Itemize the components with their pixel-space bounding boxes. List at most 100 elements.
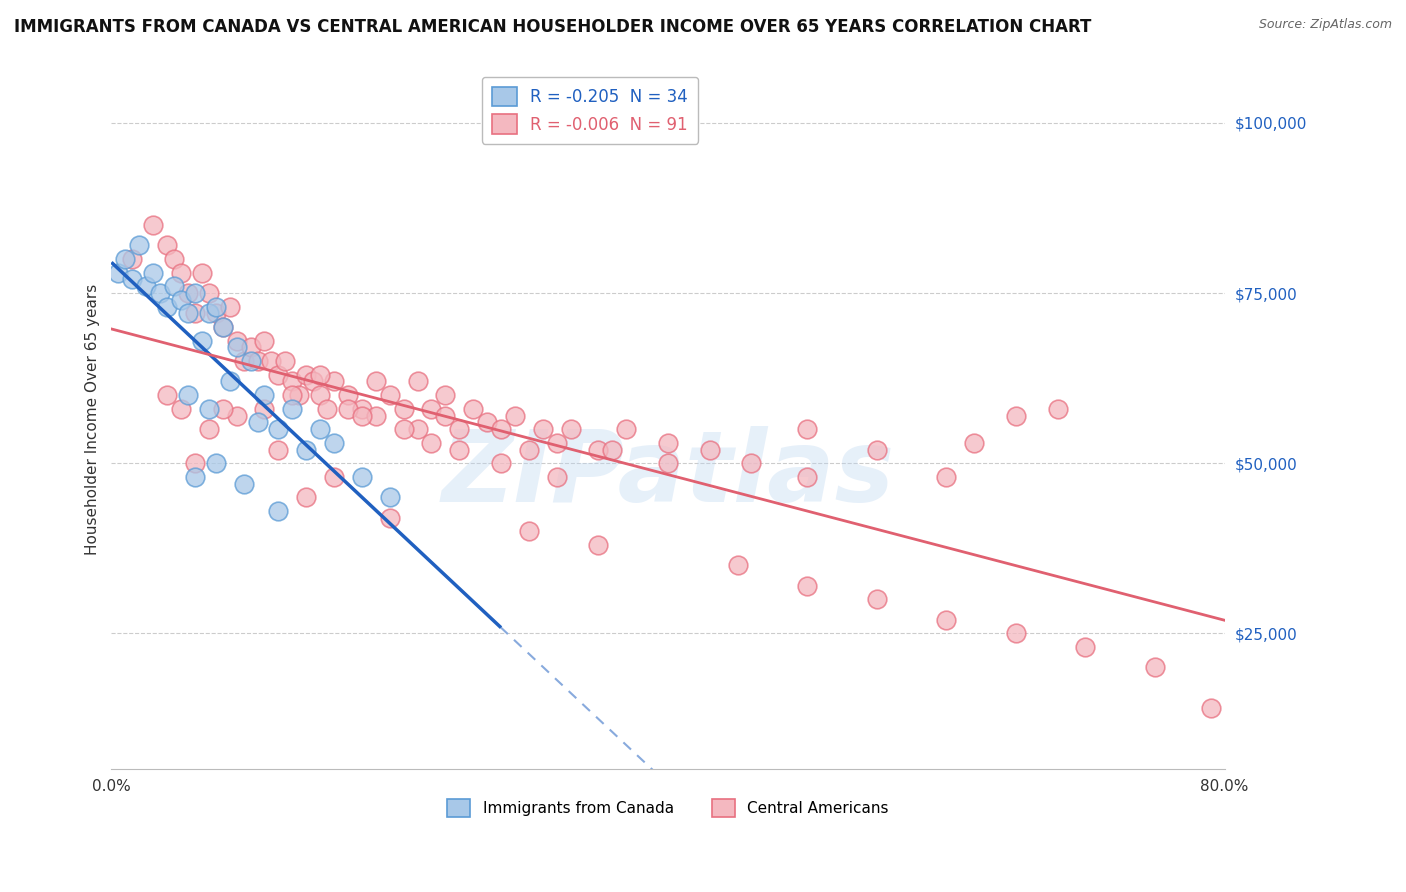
Point (184, 306, 207, 320)
Point (281, 401, 304, 416)
Point (302, 375, 325, 389)
Point (489, 456, 512, 470)
Point (614, 422, 637, 436)
Point (267, 504, 290, 518)
Point (740, 456, 762, 470)
Point (602, 442, 624, 457)
Point (232, 354, 254, 368)
Y-axis label: Householder Income Over 65 years: Householder Income Over 65 years (86, 284, 100, 555)
Point (107, 266, 129, 280)
Point (156, 388, 179, 402)
Point (309, 368, 332, 382)
Text: IMMIGRANTS FROM CANADA VS CENTRAL AMERICAN HOUSEHOLDER INCOME OVER 65 YEARS CORR: IMMIGRANTS FROM CANADA VS CENTRAL AMERIC… (14, 18, 1091, 36)
Point (198, 422, 221, 436)
Point (449, 422, 471, 436)
Point (191, 266, 214, 280)
Point (211, 320, 233, 334)
Point (239, 354, 262, 368)
Point (295, 442, 318, 457)
Point (434, 409, 457, 423)
Point (350, 409, 373, 423)
Point (420, 401, 443, 416)
Point (449, 442, 471, 457)
Point (295, 490, 318, 504)
Point (128, 238, 150, 252)
Point (253, 334, 276, 348)
Point (323, 375, 346, 389)
Point (588, 538, 610, 552)
Point (198, 401, 221, 416)
Point (1074, 640, 1097, 654)
Point (163, 252, 186, 266)
Point (225, 334, 247, 348)
Point (309, 388, 332, 402)
Point (225, 341, 247, 355)
Point (191, 334, 214, 348)
Point (170, 266, 193, 280)
Point (378, 510, 401, 524)
Point (281, 388, 304, 402)
Point (475, 415, 498, 429)
Point (198, 306, 221, 320)
Point (142, 218, 165, 232)
Point (336, 401, 359, 416)
Point (657, 435, 679, 450)
Point (1004, 409, 1026, 423)
Point (198, 286, 221, 301)
Point (121, 272, 143, 286)
Point (323, 435, 346, 450)
Point (246, 354, 269, 368)
Point (253, 401, 276, 416)
Point (517, 524, 540, 538)
Point (392, 401, 415, 416)
Point (218, 300, 240, 314)
Point (281, 375, 304, 389)
Point (267, 368, 290, 382)
Point (588, 442, 610, 457)
Legend: Immigrants from Canada, Central Americans: Immigrants from Canada, Central American… (440, 792, 896, 825)
Point (531, 422, 554, 436)
Point (699, 442, 721, 457)
Point (184, 456, 207, 470)
Point (796, 469, 818, 483)
Point (350, 401, 373, 416)
Point (239, 341, 262, 355)
Point (866, 592, 889, 607)
Point (267, 442, 290, 457)
Point (1004, 626, 1026, 640)
Point (267, 422, 290, 436)
Point (866, 442, 889, 457)
Point (796, 579, 818, 593)
Point (420, 435, 443, 450)
Point (560, 422, 582, 436)
Point (142, 266, 165, 280)
Point (204, 300, 226, 314)
Point (232, 476, 254, 491)
Point (135, 279, 157, 293)
Point (406, 422, 429, 436)
Point (546, 469, 568, 483)
Point (796, 422, 818, 436)
Point (170, 293, 193, 307)
Point (288, 388, 311, 402)
Point (225, 409, 247, 423)
Point (114, 252, 136, 266)
Point (406, 375, 429, 389)
Point (546, 435, 568, 450)
Point (1199, 701, 1222, 715)
Point (727, 558, 749, 573)
Point (246, 415, 269, 429)
Text: ZIPatlas: ZIPatlas (441, 426, 894, 524)
Point (184, 469, 207, 483)
Point (260, 354, 283, 368)
Point (657, 456, 679, 470)
Point (336, 388, 359, 402)
Point (434, 388, 457, 402)
Point (378, 490, 401, 504)
Point (378, 388, 401, 402)
Point (177, 306, 200, 320)
Point (163, 279, 186, 293)
Point (323, 469, 346, 483)
Point (253, 388, 276, 402)
Point (316, 401, 339, 416)
